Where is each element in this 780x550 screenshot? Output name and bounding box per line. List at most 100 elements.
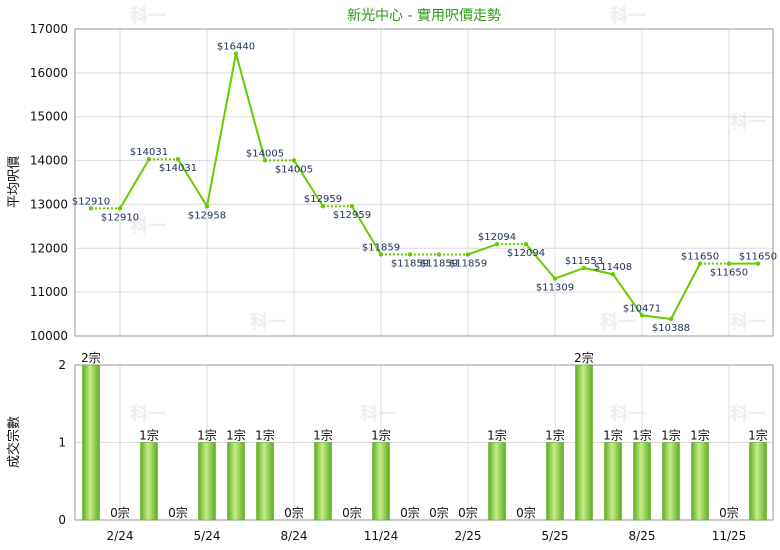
line-value-label: $12094 <box>507 248 545 259</box>
line-ytick-label: 17000 <box>30 22 68 36</box>
line-point <box>88 206 94 211</box>
line-point <box>436 252 442 257</box>
line-segment <box>554 266 585 280</box>
xtick-label: 11/25 <box>712 529 747 543</box>
line-ytick-label: 13000 <box>30 197 68 211</box>
bar-ytick-label: 2 <box>58 358 66 372</box>
bar-count-label: 1宗 <box>197 428 217 443</box>
line-value-label: $12910 <box>72 196 110 207</box>
line-point <box>378 252 384 257</box>
line-ylabel: 平均呎價 <box>7 156 22 208</box>
watermark-text: 科一 <box>130 5 166 27</box>
line-segment <box>583 266 614 276</box>
line-value-label: $11309 <box>536 283 574 294</box>
line-point <box>407 252 413 257</box>
line-value-label: $11650 <box>710 268 748 279</box>
watermark-text: 科一 <box>730 311 766 333</box>
bar-count-label: 2宗 <box>574 350 594 365</box>
line-value-label: $12910 <box>101 212 139 223</box>
line-value-label: $12959 <box>333 210 371 221</box>
watermark-text: 科一 <box>730 111 766 133</box>
line-segment <box>177 158 208 207</box>
bar <box>314 442 332 521</box>
line-value-label: $12094 <box>478 232 516 243</box>
line-value-label: $16440 <box>217 42 255 53</box>
bar <box>140 442 158 521</box>
xtick-label: 5/25 <box>542 529 569 543</box>
line-point <box>465 252 471 257</box>
line-point <box>668 316 674 322</box>
bar-count-label: 0宗 <box>400 505 420 520</box>
line-point <box>523 241 529 247</box>
xtick-label: 2/25 <box>455 529 482 543</box>
line-value-label: $11859 <box>391 258 429 269</box>
bar-count-label: 0宗 <box>168 505 188 520</box>
line-segment <box>467 243 498 256</box>
bar-count-label: 1宗 <box>661 428 681 443</box>
watermark-text: 科一 <box>610 403 646 425</box>
line-point <box>320 204 326 209</box>
bar-count-label: 1宗 <box>603 428 623 443</box>
line-value-label: $11650 <box>681 252 719 263</box>
bar-count-label: 1宗 <box>545 428 565 443</box>
line-point <box>726 261 732 266</box>
line-point <box>349 204 355 209</box>
line-point <box>233 51 239 56</box>
line-point <box>146 157 152 162</box>
bar <box>227 442 245 521</box>
line-value-label: $14005 <box>275 164 313 175</box>
bar <box>575 364 593 521</box>
bar <box>749 442 767 521</box>
bar <box>691 442 709 521</box>
bar-count-label: 0宗 <box>110 505 130 520</box>
bar-plot-frame <box>74 364 774 521</box>
bar-ytick-label: 0 <box>58 513 66 527</box>
line-value-label: $14031 <box>159 163 197 174</box>
label-layer: 2宗 0宗 1宗 0宗 1宗 1宗 1宗 0宗 1宗 0宗 1宗 0宗 0宗 0宗 1宗 0宗 1宗 2宗 1宗 1宗… <box>72 42 777 520</box>
line-value-label: $14031 <box>130 147 168 158</box>
watermark-text: 科一 <box>600 311 636 333</box>
bar <box>488 442 506 521</box>
axis-layer: 10000 11000 12000 13000 14000 15000 16000 17000… <box>30 22 746 543</box>
line-point <box>581 265 587 271</box>
line-segment <box>351 205 382 255</box>
bar-count-label: 1宗 <box>748 428 768 443</box>
line-ytick-label: 11000 <box>30 285 68 299</box>
bar <box>546 442 564 521</box>
line-point <box>697 261 703 266</box>
line-point <box>117 206 123 211</box>
line-value-label: $12959 <box>304 194 342 205</box>
line-segment <box>670 263 701 320</box>
bar-count-label: 1宗 <box>255 428 275 443</box>
bar-count-label: 0宗 <box>429 505 449 520</box>
line-segment <box>235 53 266 161</box>
bar <box>604 442 622 521</box>
watermark-text: 科一 <box>360 403 396 425</box>
watermark-text: 科一 <box>130 215 166 237</box>
line-point <box>639 313 645 318</box>
line-segment <box>293 159 324 207</box>
watermark-text: 科一 <box>250 311 286 333</box>
line-value-label: $11650 <box>739 252 777 263</box>
line-segment <box>525 243 556 280</box>
watermark-text: 科一 <box>360 5 396 27</box>
line-value-label: $11553 <box>565 256 603 267</box>
line-plot-frame <box>74 28 774 337</box>
watermark-text: 科一 <box>730 403 766 425</box>
line-layer <box>88 51 761 322</box>
bar-layer <box>82 364 767 521</box>
line-value-label: $14005 <box>246 148 284 159</box>
xtick-label: 11/24 <box>364 529 399 543</box>
line-value-label: $11859 <box>420 258 458 269</box>
line-value-label: $10471 <box>623 303 661 314</box>
bar <box>633 442 651 521</box>
bar <box>662 442 680 521</box>
line-point <box>204 204 210 209</box>
line-point <box>755 261 761 266</box>
line-segment <box>206 53 237 207</box>
bar-count-label: 1宗 <box>139 428 159 443</box>
line-point <box>610 272 616 277</box>
bar-count-label: 0宗 <box>458 505 478 520</box>
